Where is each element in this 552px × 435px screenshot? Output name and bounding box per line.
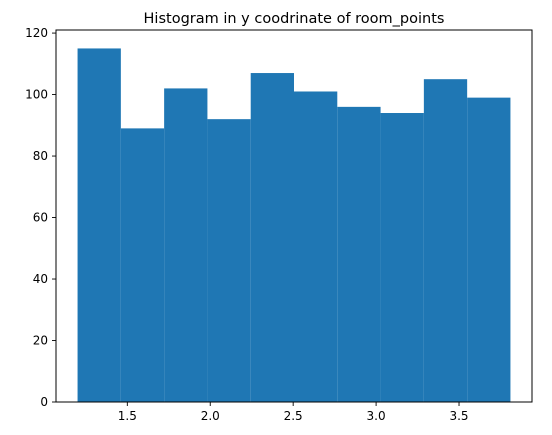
- x-tick-label: 3.0: [367, 409, 386, 423]
- bars-group: [77, 48, 511, 403]
- x-tick-label: 1.5: [118, 409, 137, 423]
- x-axis: 1.5 2.0 2.5 3.0 3.5: [118, 402, 469, 423]
- y-tick-label: 120: [25, 26, 48, 40]
- y-tick-label: 20: [33, 334, 48, 348]
- y-tick-label: 40: [33, 272, 48, 286]
- histogram-bar: [164, 88, 208, 403]
- y-tick-label: 0: [40, 395, 48, 409]
- histogram-bar: [380, 113, 424, 402]
- histogram-bar: [294, 91, 338, 402]
- y-tick-label: 60: [33, 211, 48, 225]
- histogram-bar: [337, 106, 381, 403]
- histogram-bar: [120, 128, 165, 402]
- x-tick-label: 2.0: [201, 409, 220, 423]
- y-tick-label: 100: [25, 88, 48, 102]
- histogram-bar: [423, 79, 468, 402]
- plot-frame: [55, 29, 533, 403]
- histogram-bar: [250, 73, 294, 402]
- histogram-bar: [467, 97, 511, 403]
- histogram-bar: [77, 48, 121, 402]
- chart-title: Histogram in y coodrinate of room_points: [144, 11, 445, 27]
- histogram-bar: [207, 119, 251, 402]
- y-tick-label: 80: [33, 149, 48, 163]
- x-tick-label: 3.5: [449, 409, 468, 423]
- y-axis: 0 20 40 60 80 100 120: [25, 26, 56, 409]
- x-tick-label: 2.5: [284, 409, 303, 423]
